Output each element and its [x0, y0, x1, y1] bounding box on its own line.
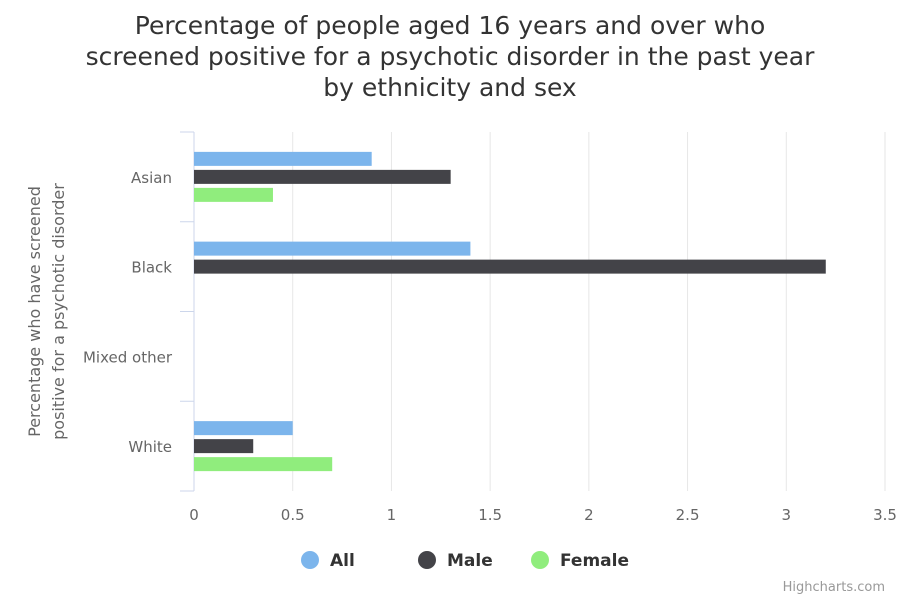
- legend-marker-all[interactable]: [301, 551, 319, 569]
- category-label: Asian: [131, 169, 172, 187]
- tick-label: 2: [584, 506, 594, 524]
- tick-label: 2.5: [676, 506, 700, 524]
- bar-male: [194, 169, 451, 184]
- chart-title: Percentage of people aged 16 years and o…: [0, 10, 900, 103]
- category-label: Mixed other: [83, 348, 173, 366]
- legend-marker-male[interactable]: [418, 551, 436, 569]
- chart-title-line: by ethnicity and sex: [323, 73, 577, 102]
- legend-item-all[interactable]: All: [330, 551, 355, 571]
- tick-label: 0.5: [281, 506, 305, 524]
- bar-all: [194, 421, 293, 436]
- credits-link[interactable]: Highcharts.com: [782, 580, 885, 595]
- legend-item-male[interactable]: Male: [447, 551, 493, 571]
- tick-label: 1.5: [478, 506, 502, 524]
- bar-male: [194, 259, 826, 274]
- bar-female: [194, 457, 333, 472]
- legend-marker-female[interactable]: [531, 551, 549, 569]
- legend-item-female[interactable]: Female: [560, 551, 629, 571]
- tick-label: 0: [189, 506, 199, 524]
- bar-female: [194, 187, 273, 202]
- tick-label: 1: [387, 506, 397, 524]
- category-label: White: [128, 438, 172, 456]
- y-axis-title-line: Percentage who have screened: [25, 186, 44, 437]
- tick-label: 3.5: [873, 506, 897, 524]
- chart-title-line: screened positive for a psychotic disord…: [85, 42, 815, 71]
- bar-male: [194, 439, 254, 454]
- chart-title-line: Percentage of people aged 16 years and o…: [134, 11, 766, 40]
- tick-label: 3: [782, 506, 792, 524]
- bar-all: [194, 241, 471, 256]
- bar-all: [194, 151, 372, 166]
- y-axis-title-line: positive for a psychotic disorder: [49, 183, 68, 440]
- category-label: Black: [131, 259, 172, 277]
